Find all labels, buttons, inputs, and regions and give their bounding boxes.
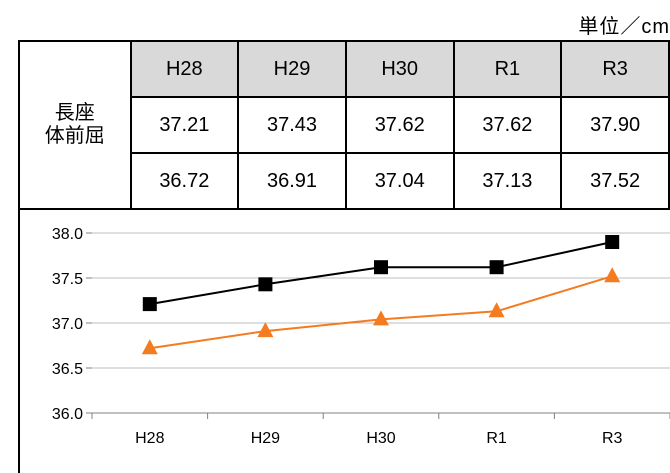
header-cell: H29 — [237, 40, 347, 98]
square-marker — [605, 235, 620, 249]
value-cell: 37.52 — [560, 152, 670, 210]
x-axis — [91, 412, 670, 419]
x-tick-labels: H28 H29 H30 R1 R3 — [135, 430, 622, 447]
header-cell: R1 — [452, 40, 563, 98]
y-tick-label: 37.5 — [52, 271, 83, 288]
x-tick-label: H28 — [135, 430, 164, 447]
square-marker — [489, 260, 504, 275]
row-label-line2: 体前屈 — [44, 125, 105, 147]
line-chart: 36.0 36.5 37.0 37.5 38.0 H28 H29 H30 R1 R3 — [52, 226, 670, 447]
triangle-marker — [257, 322, 274, 338]
triangle-marker — [604, 267, 621, 283]
header-cell: H30 — [344, 40, 455, 98]
header-cell: H28 — [129, 40, 240, 98]
x-tick-label: H30 — [366, 430, 395, 447]
value-cell: 36.91 — [237, 152, 347, 210]
series-markers — [141, 235, 621, 355]
square-marker — [258, 277, 273, 292]
triangle-marker — [373, 310, 389, 326]
value-cell: 37.21 — [129, 96, 240, 154]
y-tick-label: 38.0 — [52, 226, 83, 243]
y-tick-label: 36.0 — [52, 406, 83, 423]
value-cell: 37.90 — [560, 96, 670, 154]
triangle-marker — [488, 302, 505, 318]
square-marker — [374, 260, 388, 275]
value-cell: 37.62 — [344, 96, 455, 154]
value-cell: 37.62 — [452, 96, 563, 154]
square-marker — [142, 297, 157, 312]
header-cell: R3 — [560, 40, 670, 98]
x-tick-label: R3 — [602, 430, 623, 447]
row-label-cell: 長座 体前屈 — [18, 40, 132, 210]
x-tick-label: R1 — [486, 430, 507, 447]
data-table: 長座 体前屈 H28 H29 H30 R1 R3 37.21 37.43 37.… — [18, 40, 670, 210]
x-tick-label: H29 — [251, 430, 280, 447]
y-tick-label: 37.0 — [52, 316, 83, 333]
value-cell: 37.13 — [452, 152, 563, 210]
value-cell: 37.43 — [237, 96, 347, 154]
y-tick-label: 36.5 — [52, 361, 83, 378]
triangle-marker — [141, 339, 158, 355]
row-label-line1: 長座 — [54, 102, 95, 124]
value-cell: 36.72 — [129, 152, 240, 210]
unit-label: 単位／cm — [578, 16, 670, 38]
value-cell: 37.04 — [344, 152, 455, 210]
y-tick-labels: 36.0 36.5 37.0 37.5 38.0 — [52, 226, 83, 423]
series-lines — [149, 241, 613, 350]
